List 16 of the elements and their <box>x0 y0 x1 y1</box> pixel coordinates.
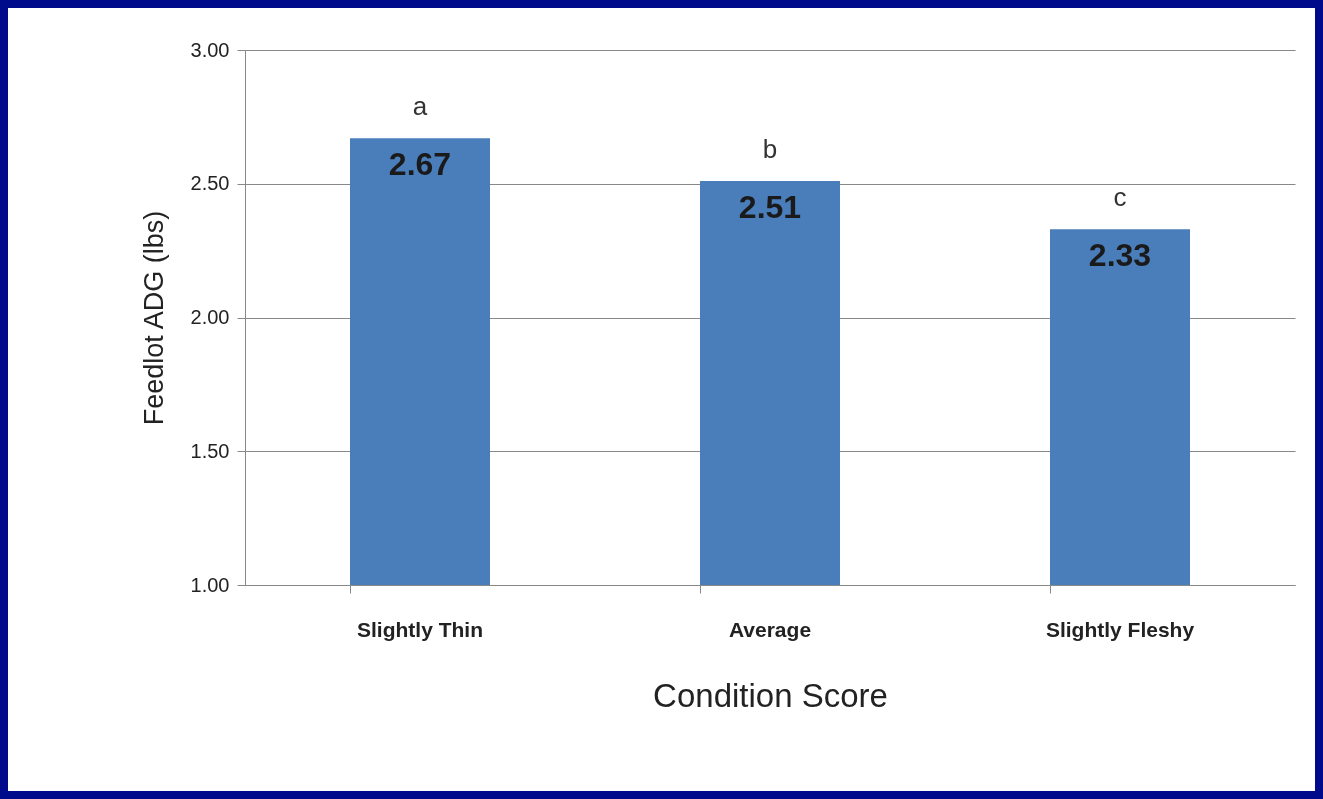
annotation: a <box>412 91 428 122</box>
y-tick-label: 2.00 <box>190 306 230 328</box>
x-tick-label: Slightly Fleshy <box>1045 617 1195 641</box>
x-tick-label: Average <box>728 617 812 641</box>
y-tick-label: 1.50 <box>190 439 230 462</box>
y-tick-label: 3.00 <box>190 38 230 61</box>
data-label: 2.67 <box>388 146 452 183</box>
y-tick-label: 1.00 <box>190 573 230 596</box>
x-axis-title: Condition Score <box>653 676 888 714</box>
annotation: b <box>762 134 778 165</box>
y-axis-title: Feedlot ADG (lbs) <box>138 210 169 426</box>
data-label: 2.51 <box>738 189 802 226</box>
y-tick-label: 2.50 <box>190 172 230 195</box>
annotation: c <box>1113 182 1127 213</box>
x-tick-label: Slightly Thin <box>357 617 483 641</box>
data-label: 2.33 <box>1088 237 1152 274</box>
